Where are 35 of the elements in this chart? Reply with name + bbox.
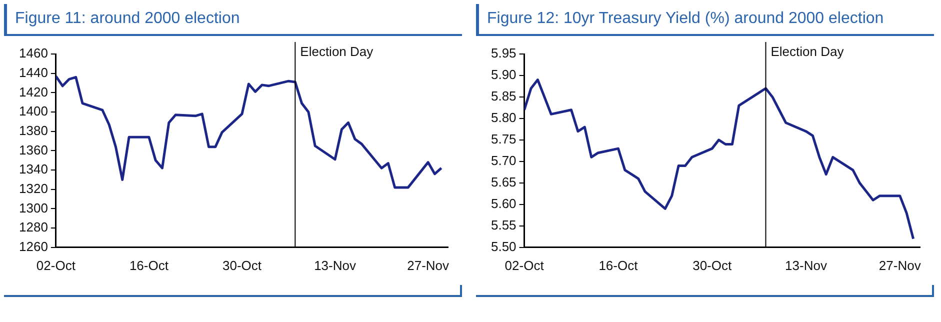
y-tick-label: 5.90 bbox=[490, 67, 516, 82]
y-tick-label: 5.75 bbox=[490, 132, 516, 147]
x-tick-label: 02-Oct bbox=[504, 258, 544, 273]
y-tick-label: 1360 bbox=[19, 142, 48, 158]
y-tick-label: 1260 bbox=[19, 238, 48, 254]
y-tick-label: 1460 bbox=[19, 46, 48, 61]
chart-title: Figure 11: around 2000 election bbox=[4, 4, 462, 36]
x-tick-label: 13-Nov bbox=[314, 258, 356, 273]
x-tick-label: 27-Nov bbox=[878, 258, 922, 273]
ref-line-label: Election Day bbox=[300, 44, 374, 60]
y-tick-label: 1420 bbox=[19, 84, 48, 100]
y-tick-label: 5.85 bbox=[490, 88, 516, 104]
x-tick-label: 13-Nov bbox=[785, 258, 828, 273]
y-tick-label: 5.70 bbox=[490, 153, 516, 168]
y-tick-label: 1400 bbox=[19, 104, 48, 119]
x-tick-label: 27-Nov bbox=[407, 258, 450, 273]
y-tick-label: 1440 bbox=[19, 64, 48, 80]
y-tick-label: 5.95 bbox=[490, 46, 516, 61]
y-tick-label: 5.60 bbox=[490, 196, 516, 211]
chart-title: Figure 12: 10yr Treasury Yield (%) around 2000 election bbox=[476, 4, 934, 36]
x-tick-label: 16-Oct bbox=[129, 258, 169, 273]
y-tick-label: 1320 bbox=[19, 180, 48, 196]
x-tick-label: 30-Oct bbox=[692, 258, 732, 273]
y-tick-label: 5.55 bbox=[490, 217, 516, 232]
y-tick-label: 5.65 bbox=[490, 174, 516, 190]
y-tick-label: 1380 bbox=[19, 122, 48, 138]
y-tick-label: 1300 bbox=[19, 200, 48, 216]
y-tick-label: 1340 bbox=[19, 162, 48, 177]
y-tick-label: 1280 bbox=[19, 220, 48, 235]
y-tick-label: 5.80 bbox=[490, 110, 516, 126]
x-tick-label: 02-Oct bbox=[36, 258, 76, 273]
y-tick-label: 5.50 bbox=[490, 238, 516, 254]
x-tick-label: 30-Oct bbox=[222, 258, 262, 273]
ref-line-label: Election Day bbox=[770, 44, 844, 60]
x-tick-label: 16-Oct bbox=[598, 258, 638, 273]
